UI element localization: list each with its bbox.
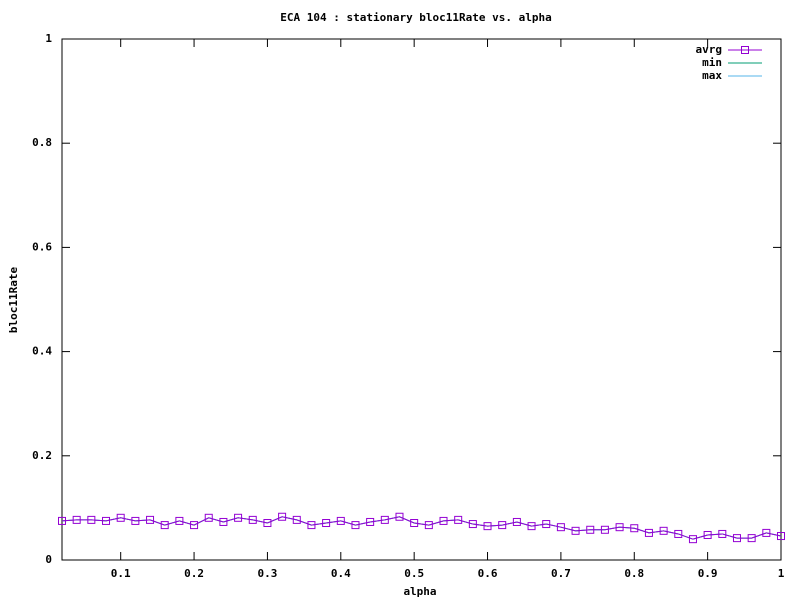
point-marker bbox=[512, 517, 521, 526]
x-tick-label: 0.9 bbox=[698, 567, 718, 580]
point-marker bbox=[600, 525, 609, 534]
point-marker bbox=[688, 535, 697, 544]
x-tick-label: 0.8 bbox=[624, 567, 644, 580]
y-tick-label: 0.4 bbox=[32, 345, 52, 358]
y-tick-label: 0.2 bbox=[32, 449, 52, 462]
series-line bbox=[61, 516, 782, 540]
series-line bbox=[61, 516, 782, 540]
point-marker bbox=[615, 523, 624, 532]
point-marker bbox=[747, 534, 756, 543]
point-marker bbox=[131, 516, 140, 525]
point-marker bbox=[571, 526, 580, 535]
series-line bbox=[61, 516, 782, 540]
point-marker bbox=[380, 515, 389, 524]
point-marker bbox=[424, 521, 433, 530]
plot-frame bbox=[61, 38, 782, 561]
legend-marker bbox=[741, 46, 749, 54]
point-marker bbox=[102, 516, 111, 525]
x-axis-label: alpha bbox=[403, 585, 436, 598]
y-tick-label: 0 bbox=[45, 553, 52, 566]
point-marker bbox=[160, 521, 169, 530]
point-marker bbox=[468, 520, 477, 529]
legend-label: max bbox=[702, 69, 722, 82]
x-tick-label: 0.1 bbox=[111, 567, 131, 580]
point-marker bbox=[498, 521, 507, 530]
legend-label: avrg bbox=[696, 43, 723, 56]
point-marker bbox=[527, 522, 536, 531]
point-marker bbox=[146, 515, 155, 524]
point-marker bbox=[644, 528, 653, 537]
x-tick-label: 0.7 bbox=[551, 567, 571, 580]
point-marker bbox=[263, 519, 272, 528]
y-tick-label: 0.8 bbox=[32, 136, 52, 149]
point-marker bbox=[175, 516, 184, 525]
point-marker bbox=[336, 516, 345, 525]
point-marker bbox=[204, 513, 213, 522]
x-tick-label: 0.3 bbox=[257, 567, 277, 580]
legend-label: min bbox=[702, 56, 722, 69]
point-marker bbox=[248, 515, 257, 524]
point-marker bbox=[483, 522, 492, 531]
point-marker bbox=[190, 521, 199, 530]
x-tick-label: 0.4 bbox=[331, 567, 351, 580]
point-marker bbox=[278, 512, 287, 521]
x-tick-label: 1 bbox=[778, 567, 785, 580]
x-tick-label: 0.5 bbox=[404, 567, 424, 580]
point-marker bbox=[410, 519, 419, 528]
point-marker bbox=[586, 525, 595, 534]
point-marker bbox=[703, 530, 712, 539]
point-marker bbox=[87, 515, 96, 524]
y-axis-label: bloc11Rate bbox=[7, 267, 20, 334]
x-tick-label: 0.6 bbox=[478, 567, 498, 580]
y-tick-label: 1 bbox=[45, 32, 52, 45]
y-tick-label: 0.6 bbox=[32, 240, 52, 253]
point-marker bbox=[351, 521, 360, 530]
point-marker bbox=[116, 513, 125, 522]
point-marker bbox=[58, 516, 66, 525]
point-marker bbox=[674, 529, 683, 538]
point-marker bbox=[366, 517, 375, 526]
point-marker bbox=[307, 521, 316, 530]
point-marker bbox=[439, 516, 448, 525]
point-marker bbox=[777, 532, 785, 541]
point-marker bbox=[542, 520, 551, 529]
point-marker bbox=[630, 524, 639, 533]
point-marker bbox=[718, 529, 727, 538]
point-marker bbox=[234, 513, 243, 522]
point-marker bbox=[219, 517, 228, 526]
point-marker bbox=[659, 526, 668, 535]
point-marker bbox=[322, 519, 331, 528]
point-marker bbox=[454, 515, 463, 524]
point-marker bbox=[292, 515, 301, 524]
point-marker bbox=[762, 528, 771, 537]
x-tick-label: 0.2 bbox=[184, 567, 204, 580]
point-marker bbox=[395, 512, 404, 521]
point-marker bbox=[72, 515, 81, 524]
point-marker bbox=[732, 534, 741, 543]
point-marker bbox=[556, 523, 565, 532]
chart-title: ECA 104 : stationary bloc11Rate vs. alph… bbox=[280, 11, 552, 24]
